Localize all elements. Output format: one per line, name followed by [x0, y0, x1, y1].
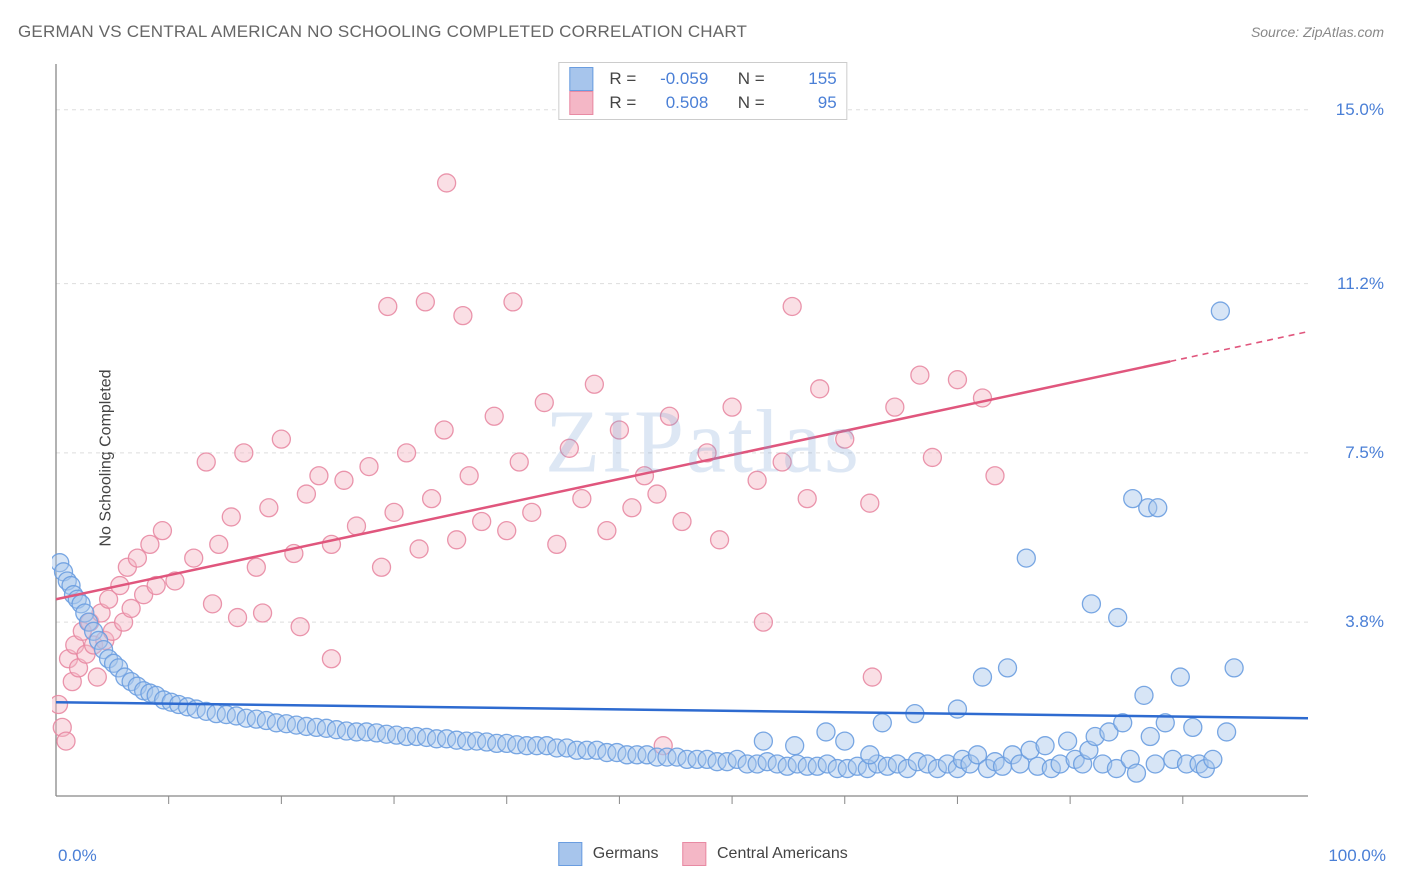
- legend-label: Central Americans: [717, 845, 848, 862]
- swatch-icon: [569, 91, 593, 115]
- r-value: 0.508: [646, 91, 708, 115]
- y-tick-label: 3.8%: [1345, 612, 1384, 632]
- swatch-icon: [558, 842, 582, 866]
- legend-row-germans: R = -0.059 N = 155: [569, 67, 836, 91]
- y-tick-label: 11.2%: [1337, 274, 1384, 294]
- chart-container: No Schooling Completed 3.8%7.5%11.2%15.0…: [0, 48, 1406, 868]
- x-tick-max: 100.0%: [1328, 846, 1386, 866]
- r-label: R =: [609, 91, 636, 115]
- y-tick-label: 15.0%: [1336, 100, 1384, 120]
- chart-title: GERMAN VS CENTRAL AMERICAN NO SCHOOLING …: [18, 22, 747, 42]
- n-value: 95: [775, 91, 837, 115]
- n-label: N =: [738, 67, 765, 91]
- legend-row-central-americans: R = 0.508 N = 95: [569, 91, 836, 115]
- bottom-legend: Germans Central Americans: [558, 842, 847, 866]
- n-value: 155: [775, 67, 837, 91]
- n-label: N =: [738, 91, 765, 115]
- y-tick-label: 7.5%: [1345, 443, 1384, 463]
- r-label: R =: [609, 67, 636, 91]
- correlation-legend: R = -0.059 N = 155 R = 0.508 N = 95: [558, 62, 847, 120]
- legend-label: Germans: [593, 845, 659, 862]
- legend-item-germans: Germans: [558, 842, 658, 866]
- legend-item-central-americans: Central Americans: [683, 842, 848, 866]
- swatch-icon: [683, 842, 707, 866]
- x-tick-min: 0.0%: [58, 846, 97, 866]
- scatter-plot: [52, 60, 1312, 830]
- r-value: -0.059: [646, 67, 708, 91]
- swatch-icon: [569, 67, 593, 91]
- source-label: Source: ZipAtlas.com: [1251, 24, 1384, 40]
